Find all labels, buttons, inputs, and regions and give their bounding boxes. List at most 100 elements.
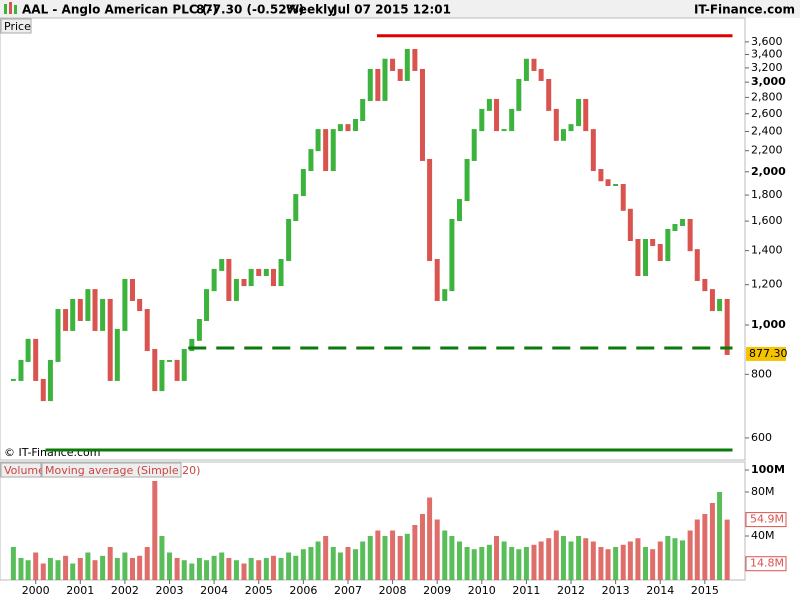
ma-tab[interactable] (41, 462, 182, 478)
candle (211, 268, 217, 292)
y-tick-label: 600 (751, 431, 772, 444)
x-tick-label: 2011 (512, 584, 540, 597)
y-tick-label: 800 (751, 367, 772, 380)
volume-bar (330, 547, 336, 580)
volume-bar (181, 560, 187, 580)
candle (650, 238, 656, 247)
candle (241, 278, 247, 287)
candle (382, 58, 388, 101)
volume-bar (25, 560, 31, 580)
candle (300, 169, 306, 197)
volume-bar (643, 547, 649, 580)
candle (55, 309, 61, 362)
candle (709, 289, 715, 312)
candle (33, 338, 39, 381)
volume-bar (605, 549, 611, 580)
candle (315, 129, 321, 152)
candle (613, 183, 619, 186)
candle (665, 228, 671, 261)
y-tick-label: 1,600 (751, 214, 783, 227)
datetime: Jul 07 2015 12:01 (332, 3, 451, 17)
volume-bar (107, 547, 113, 580)
ma-tab-label[interactable]: Moving average (Simple 20) (45, 464, 200, 477)
volume-bar (531, 544, 537, 580)
last-volume-box (745, 512, 787, 528)
volume-bar (55, 560, 61, 580)
candle (270, 268, 276, 287)
candle (137, 298, 143, 312)
candle (174, 359, 180, 381)
volume-bar (657, 541, 663, 580)
candle (605, 179, 611, 186)
candle (107, 298, 113, 381)
volume-bar (479, 547, 485, 580)
candle (263, 268, 269, 276)
volume-bar (427, 497, 433, 580)
volume-bar (300, 549, 306, 580)
candle (367, 68, 373, 101)
volume-bar (226, 558, 232, 580)
x-tick-label: 2014 (646, 584, 674, 597)
volume-tab-label[interactable]: Volume (4, 464, 45, 477)
volume-bar (144, 547, 150, 580)
candle (702, 278, 708, 292)
volume-bar (501, 541, 507, 580)
volume-bar (456, 541, 462, 580)
price-tab-label[interactable]: Price (4, 20, 31, 33)
volume-bar (70, 563, 76, 580)
candle (657, 244, 663, 261)
volume-bar (10, 547, 16, 580)
candle (404, 48, 410, 81)
candle (152, 349, 158, 392)
candle (694, 249, 700, 281)
candle (553, 108, 559, 141)
x-tick-label: 2008 (379, 584, 407, 597)
x-tick-label: 2001 (66, 584, 94, 597)
candle (100, 298, 106, 331)
candle (25, 338, 31, 362)
candle (546, 78, 552, 111)
candle (114, 328, 120, 381)
volume-bar (412, 525, 418, 580)
volume-tab[interactable] (0, 462, 42, 478)
volume-bar (33, 552, 39, 580)
volume-bar (174, 558, 180, 580)
volume-bar (546, 538, 552, 580)
candle (63, 309, 69, 331)
volume-bar (159, 536, 165, 580)
symbol: AAL - Anglo American PLC (-) (22, 3, 218, 17)
candle (464, 158, 470, 202)
candle (680, 219, 686, 227)
site: IT-Finance.com (694, 3, 795, 17)
volume-bar (442, 530, 448, 580)
volume-bar (627, 541, 633, 580)
volume-bar (167, 552, 173, 580)
volume-bar (137, 555, 143, 580)
volume-bar (486, 544, 492, 580)
candle (390, 58, 396, 71)
candle (531, 58, 537, 71)
volume-bar (18, 558, 24, 580)
candle (10, 378, 16, 381)
volume-bar (353, 549, 359, 580)
candle (196, 318, 202, 341)
volume-bar (419, 514, 425, 580)
volume-bar (129, 558, 135, 580)
candle (159, 359, 165, 392)
volume-bar (219, 552, 225, 580)
candle (293, 194, 299, 222)
volume-bar (248, 558, 254, 580)
candle (129, 278, 135, 301)
candle (85, 289, 91, 321)
x-tick-label: 2004 (200, 584, 228, 597)
candle (397, 68, 403, 81)
price-tab[interactable] (0, 18, 32, 34)
volume-bar (709, 503, 715, 580)
candle (724, 298, 730, 355)
candle (717, 298, 723, 312)
candle (672, 224, 678, 231)
x-tick-label: 2010 (468, 584, 496, 597)
volume-bar (92, 560, 98, 580)
last-volume-label: 14.8M (750, 557, 784, 570)
